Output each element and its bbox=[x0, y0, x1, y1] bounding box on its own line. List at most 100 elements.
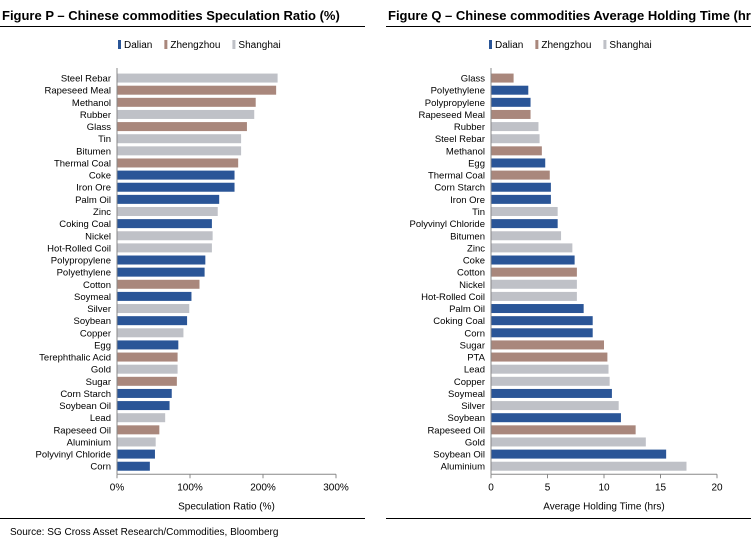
category-label: Thermal Coal bbox=[428, 171, 485, 182]
category-label: Coke bbox=[463, 256, 485, 267]
bar bbox=[117, 340, 179, 350]
bar bbox=[117, 437, 156, 447]
category-label: Lead bbox=[90, 413, 111, 424]
category-label: Polypropylene bbox=[425, 98, 485, 109]
category-label: Lead bbox=[464, 365, 485, 376]
bar bbox=[117, 134, 242, 144]
legend-swatch-shanghai bbox=[603, 40, 607, 49]
category-label: Steel Rebar bbox=[435, 134, 485, 145]
bar bbox=[117, 122, 247, 132]
category-label: Steel Rebar bbox=[61, 74, 111, 85]
figure-p-bottom-rule bbox=[0, 518, 365, 519]
bar bbox=[491, 109, 531, 119]
bar bbox=[491, 328, 593, 338]
bar bbox=[117, 425, 160, 435]
bar bbox=[117, 461, 150, 471]
x-tick-label: 0% bbox=[110, 482, 125, 493]
category-label: Cotton bbox=[457, 268, 485, 279]
category-label: Rapeseed Meal bbox=[418, 110, 485, 121]
bar bbox=[117, 146, 242, 156]
bar bbox=[491, 388, 612, 398]
bar bbox=[117, 401, 170, 411]
source-note: Source: SG Cross Asset Research/Commodit… bbox=[10, 527, 279, 538]
category-label: Soymeal bbox=[74, 292, 111, 303]
legend-label-dalian: Dalian bbox=[124, 40, 152, 51]
bar bbox=[491, 461, 687, 471]
category-label: Zinc bbox=[467, 243, 485, 254]
legend-swatch-zhengzhou bbox=[535, 40, 539, 49]
figure-q-chart: Dalian Zhengzhou Shanghai GlassPolyethylene… bbox=[409, 40, 723, 512]
category-label: Rapeseed Meal bbox=[44, 86, 111, 97]
bar bbox=[117, 316, 188, 326]
category-label: Bitumen bbox=[450, 231, 485, 242]
bar bbox=[491, 231, 562, 241]
legend-item-shanghai: Shanghai bbox=[232, 40, 281, 51]
bar bbox=[117, 449, 155, 459]
bar bbox=[117, 304, 190, 314]
category-label: Copper bbox=[80, 328, 111, 339]
bar bbox=[491, 134, 540, 144]
bar bbox=[491, 97, 531, 107]
figure-p-panel: Figure P – Chinese commodities Speculati… bbox=[0, 0, 365, 526]
category-label: Rapeseed Oil bbox=[427, 425, 485, 436]
category-label: Coking Coal bbox=[433, 316, 485, 327]
bar bbox=[491, 158, 546, 168]
legend-label-shanghai: Shanghai bbox=[238, 40, 280, 51]
bar bbox=[491, 182, 551, 192]
x-tick-label: 200% bbox=[250, 482, 276, 493]
category-label: Soybean Oil bbox=[59, 401, 111, 412]
bar bbox=[117, 73, 278, 83]
bar bbox=[491, 206, 558, 216]
category-label: Egg bbox=[94, 340, 111, 351]
bar bbox=[491, 316, 593, 326]
bar bbox=[117, 376, 177, 386]
category-label: Corn Starch bbox=[434, 183, 485, 194]
bar bbox=[491, 73, 514, 83]
bar bbox=[491, 304, 584, 314]
legend-item-dalian: Dalian bbox=[118, 40, 152, 51]
category-label: Iron Ore bbox=[450, 195, 485, 206]
category-label: Aluminium bbox=[67, 437, 111, 448]
category-label: Glass bbox=[461, 74, 486, 85]
legend-item-zhengzhou: Zhengzhou bbox=[535, 40, 591, 51]
category-label: Soybean Oil bbox=[433, 450, 485, 461]
bar bbox=[117, 170, 235, 180]
bar bbox=[117, 206, 218, 216]
category-label: Glass bbox=[87, 122, 112, 133]
legend-swatch-shanghai bbox=[232, 40, 236, 49]
bar bbox=[117, 85, 277, 95]
bar bbox=[491, 243, 573, 253]
bar bbox=[117, 291, 192, 301]
bar bbox=[117, 255, 206, 265]
figure-p-title-rule bbox=[0, 26, 365, 27]
category-label: Polyethylene bbox=[431, 86, 485, 97]
figure-q-bottom-rule bbox=[386, 518, 751, 519]
category-label: Rubber bbox=[454, 122, 485, 133]
category-label: Nickel bbox=[459, 280, 485, 291]
bar bbox=[491, 437, 646, 447]
x-axis-title: Average Holding Time (hrs) bbox=[543, 501, 665, 512]
category-label: Polyvinyl Chloride bbox=[409, 219, 485, 230]
bar bbox=[491, 340, 604, 350]
bar bbox=[117, 231, 213, 241]
bar bbox=[117, 352, 178, 362]
bar bbox=[491, 376, 610, 386]
category-label: Rapeseed Oil bbox=[53, 425, 111, 436]
category-label: Bitumen bbox=[76, 146, 111, 157]
category-label: Polyethylene bbox=[57, 268, 111, 279]
bar bbox=[491, 85, 529, 95]
category-label: Nickel bbox=[85, 231, 111, 242]
bar bbox=[491, 352, 608, 362]
bar bbox=[117, 97, 256, 107]
category-label: Corn bbox=[90, 462, 111, 473]
category-label: PTA bbox=[467, 353, 485, 364]
category-label: Aluminium bbox=[441, 462, 485, 473]
category-label: Terephthalic Acid bbox=[39, 353, 111, 364]
bar bbox=[491, 449, 667, 459]
x-tick-label: 10 bbox=[598, 482, 610, 493]
category-label: Palm Oil bbox=[449, 304, 485, 315]
legend-label-dalian: Dalian bbox=[495, 40, 523, 51]
category-label: Tin bbox=[98, 134, 111, 145]
bar bbox=[117, 388, 172, 398]
